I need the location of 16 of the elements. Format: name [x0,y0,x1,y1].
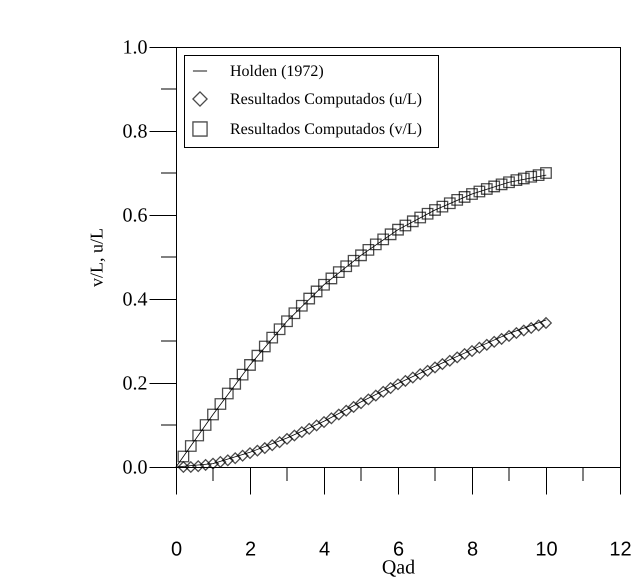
x-tick-label: 10 [535,538,558,560]
legend-label: Holden (1972) [230,63,324,80]
x-tick-label: 8 [466,538,478,560]
y-tick-label: 0.6 [122,204,148,226]
y-tick-label: 0.8 [122,120,148,142]
y-tick-label: 1.0 [122,36,148,58]
y-tick-label: 0.2 [122,372,148,394]
y-tick-label: 0.4 [122,288,148,310]
legend-label: Resultados Computados (v/L) [230,121,422,138]
legend-label: Resultados Computados (u/L) [230,91,422,108]
x-tick-label: 4 [318,538,330,560]
y-axis-title: v/L, u/L [86,228,106,287]
x-tick-label: 2 [244,538,256,560]
x-tick-label: 0 [170,538,182,560]
y-tick-label: 0.0 [122,456,148,478]
x-tick-label: 12 [609,538,632,560]
